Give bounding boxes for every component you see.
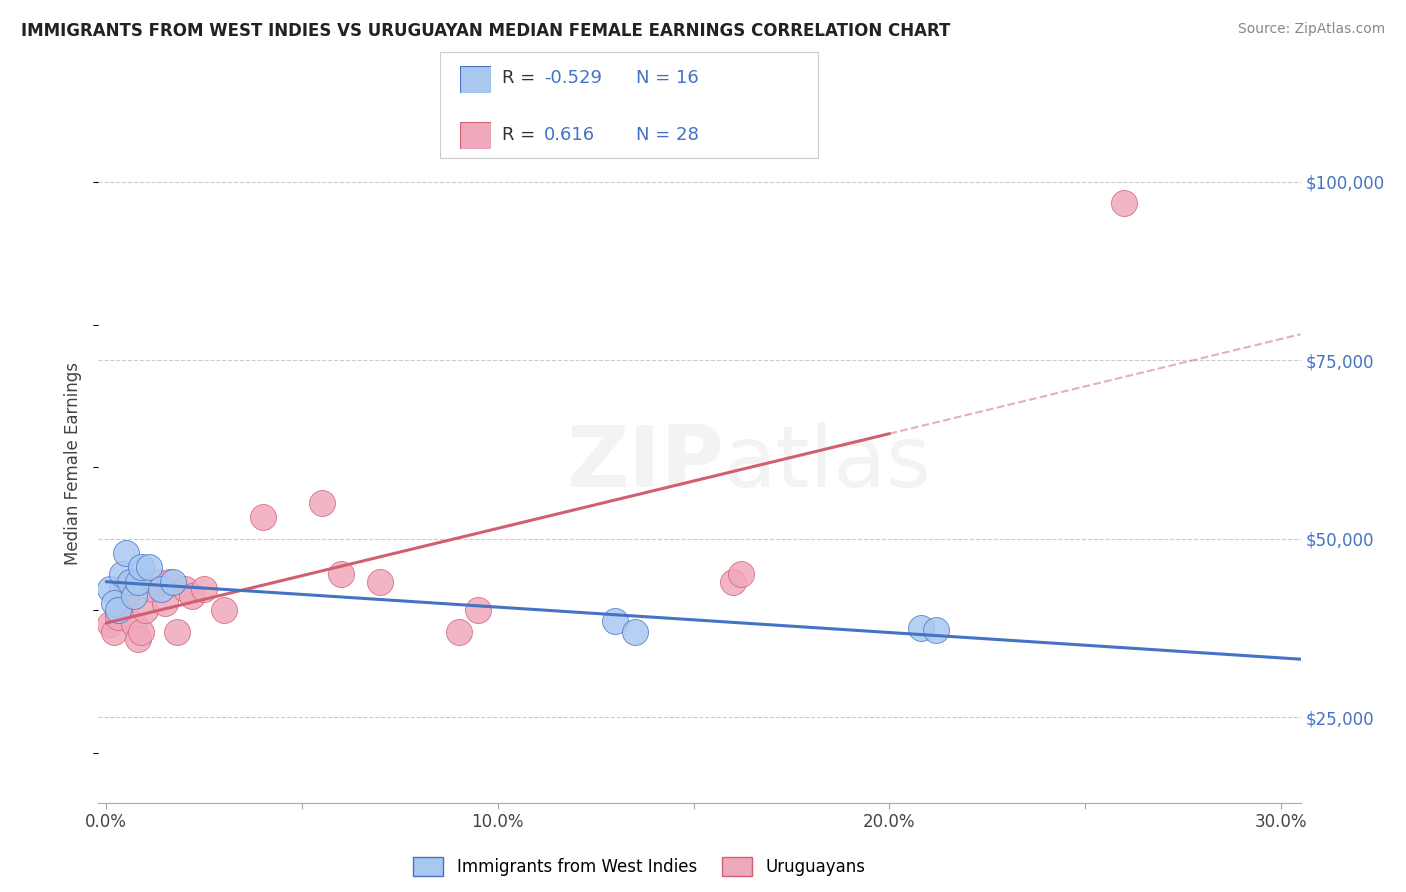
Point	[142, 582, 165, 596]
Point	[1114, 196, 1136, 211]
Point	[131, 560, 153, 574]
Point	[134, 603, 156, 617]
Point	[131, 624, 153, 639]
Point	[138, 560, 160, 574]
Point	[605, 614, 627, 628]
Point	[118, 574, 141, 589]
Point	[98, 582, 121, 596]
Text: N = 28: N = 28	[636, 126, 699, 144]
Point	[447, 624, 470, 639]
Point	[910, 621, 932, 635]
Point	[114, 589, 136, 603]
Point	[107, 603, 129, 617]
Point	[252, 510, 274, 524]
Point	[107, 610, 129, 624]
Point	[730, 567, 752, 582]
Point	[127, 632, 149, 646]
Point	[162, 574, 184, 589]
Point	[118, 574, 141, 589]
Point	[150, 582, 173, 596]
Text: R =: R =	[502, 126, 541, 144]
Text: 0.616: 0.616	[544, 126, 595, 144]
Text: N = 16: N = 16	[636, 70, 699, 87]
Point	[370, 574, 392, 589]
Point	[114, 546, 136, 560]
Point	[173, 582, 195, 596]
Text: Source: ZipAtlas.com: Source: ZipAtlas.com	[1237, 22, 1385, 37]
Point	[98, 617, 121, 632]
Point	[153, 596, 176, 610]
Point	[103, 624, 125, 639]
Text: IMMIGRANTS FROM WEST INDIES VS URUGUAYAN MEDIAN FEMALE EARNINGS CORRELATION CHAR: IMMIGRANTS FROM WEST INDIES VS URUGUAYAN…	[21, 22, 950, 40]
Legend: Immigrants from West Indies, Uruguayans: Immigrants from West Indies, Uruguayans	[406, 850, 872, 882]
Point	[111, 567, 134, 582]
Point	[721, 574, 744, 589]
Point	[146, 574, 169, 589]
Point	[311, 496, 333, 510]
Point	[111, 582, 134, 596]
Point	[925, 623, 948, 637]
Point	[122, 617, 145, 632]
Text: -0.529: -0.529	[544, 70, 602, 87]
Point	[467, 603, 489, 617]
Point	[330, 567, 353, 582]
Text: ZIP: ZIP	[565, 422, 724, 506]
Point	[157, 574, 180, 589]
Point	[166, 624, 188, 639]
Point	[181, 589, 204, 603]
Point	[193, 582, 215, 596]
Point	[103, 596, 125, 610]
Text: R =: R =	[502, 70, 541, 87]
Y-axis label: Median Female Earnings: Median Female Earnings	[65, 362, 83, 566]
Point	[127, 574, 149, 589]
Point	[624, 624, 647, 639]
Point	[212, 603, 235, 617]
Point	[122, 589, 145, 603]
Text: atlas: atlas	[724, 422, 932, 506]
